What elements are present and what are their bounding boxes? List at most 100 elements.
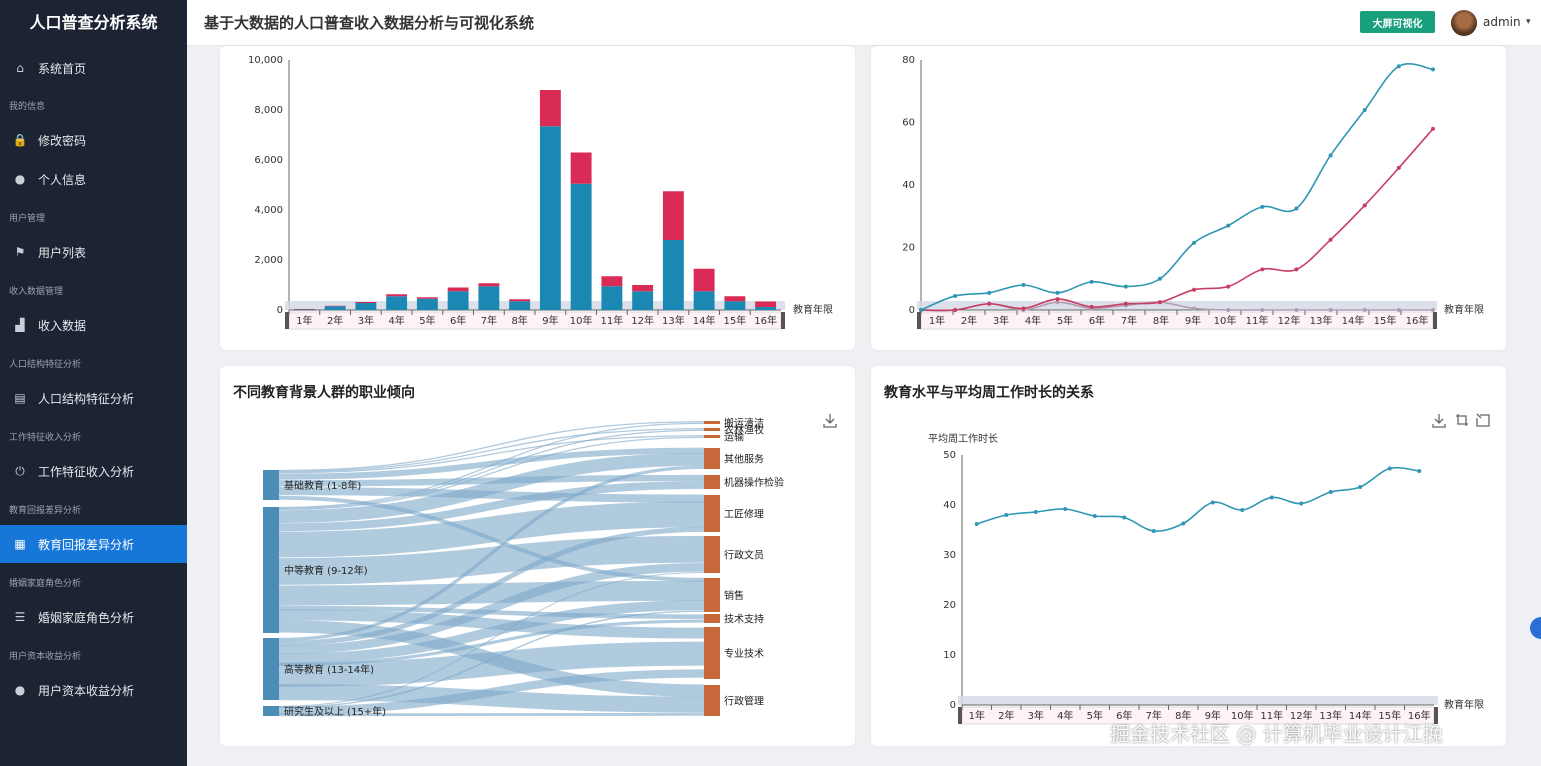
series-point: [1089, 279, 1094, 284]
sankey-source-node: [263, 507, 279, 633]
bar-segment-series-2: [293, 309, 315, 310]
sidebar-item[interactable]: ● 用户资本收益分析: [0, 671, 187, 709]
bar-segment-series-1: [447, 291, 469, 310]
series-point: [1396, 64, 1401, 69]
sidebar-item[interactable]: ☰ 婚姻家庭角色分析: [0, 598, 187, 636]
sankey-link: [278, 609, 705, 639]
bar-segment-series-2: [755, 301, 777, 307]
x-tick-label: 6年: [1116, 709, 1132, 722]
top-header: 基于大数据的人口普查收入数据分析与可视化系统 大屏可视化 admin ▾: [187, 0, 1541, 46]
scroll-handle[interactable]: [1530, 617, 1541, 639]
series-point: [1157, 276, 1162, 281]
sankey-link: [278, 572, 705, 707]
x-tick-label: 7年: [481, 314, 497, 327]
series-line: [920, 128, 1434, 312]
y-tick-label: 10: [943, 650, 956, 661]
x-tick-label: 11年: [601, 314, 624, 327]
series-point: [1192, 306, 1197, 311]
chart-icon: ▟: [15, 318, 25, 332]
x-tick-label: 15年: [724, 314, 747, 327]
x-tick-label: 5年: [1087, 709, 1103, 722]
x-tick-label: 14年: [1349, 709, 1372, 722]
sidebar-item[interactable]: ▤ 人口结构特征分析: [0, 379, 187, 417]
big-screen-button[interactable]: 大屏可视化: [1360, 11, 1435, 33]
sidebar-item-label: 婚姻家庭角色分析: [38, 610, 135, 625]
bar-segment-series-2: [570, 152, 592, 184]
x-tick-label: 4年: [1057, 709, 1073, 722]
avatar[interactable]: [1451, 10, 1477, 36]
sankey-source-node: [263, 470, 279, 500]
bar-segment-series-1: [386, 296, 408, 310]
bar-segment-series-2: [447, 287, 469, 292]
zoom-handle-left: [917, 312, 921, 329]
sidebar-item[interactable]: ▟ 收入数据: [0, 306, 187, 344]
sankey-target-label: 专业技术: [724, 647, 764, 660]
nav-group-label: 我的信息: [9, 102, 46, 112]
sidebar-item[interactable]: ▦ 教育回报差异分析: [0, 525, 187, 563]
sankey-link: [278, 481, 705, 532]
list-icon: ☰: [14, 610, 26, 624]
x-tick-label: 16年: [754, 314, 777, 327]
x-tick-label: 1年: [969, 709, 985, 722]
grid-icon: ▦: [14, 537, 26, 551]
sankey-link: [278, 487, 705, 503]
x-tick-label: 12年: [1278, 314, 1301, 327]
education-line-card: 0 20 40 60 80 1年 2年 3年 4年 5年 6年 7年 8年 9年 10年 11年 12年 13年 1…: [871, 46, 1506, 350]
zoom-handle-right: [1433, 312, 1437, 329]
sankey-target-label: 搬运清洁: [724, 417, 764, 430]
sankey-source-label: 高等教育 (13-14年): [284, 663, 374, 676]
y-axis-label: 平均周工作时长: [928, 433, 998, 445]
sidebar-item[interactable]: ⏻ 工作特征收入分析: [0, 452, 187, 490]
x-tick-label: 15年: [1374, 314, 1397, 327]
x-tick-label: 8年: [1175, 709, 1191, 722]
bar-segment-series-1: [693, 291, 715, 310]
sankey-target-node: [704, 475, 720, 489]
sankey-target-label: 行政文员: [724, 549, 764, 562]
y-tick-label: 30: [943, 550, 956, 561]
y-tick-label: 4,000: [254, 205, 283, 216]
bar-segment-series-2: [662, 191, 684, 240]
sidebar-item[interactable]: ⌂ 系统首页: [0, 49, 187, 87]
sankey-link: [278, 562, 705, 655]
series-point: [1004, 513, 1009, 517]
series-point: [1387, 466, 1392, 471]
sidebar: 人口普查分析系统 ⌂ 系统首页 我的信息 🔒 修改密码 ● 个人信息 用户管理 ⚑ 用户列表 收入数…: [0, 0, 187, 766]
x-tick-label: 2年: [961, 314, 977, 327]
x-tick-label: 11年: [1246, 314, 1269, 327]
series-point: [1328, 237, 1333, 242]
bar-segment-series-2: [724, 296, 746, 302]
sankey-link: [278, 501, 705, 558]
series-point: [974, 522, 979, 526]
series-point: [1294, 206, 1299, 211]
series-point: [1151, 529, 1156, 533]
y-tick-label: 0: [277, 305, 283, 316]
series-point: [1157, 300, 1162, 305]
x-tick-label: 16年: [1406, 314, 1429, 327]
bar-segment-series-1: [755, 307, 777, 310]
sidebar-item-label: 用户资本收益分析: [38, 683, 135, 698]
hours-line-card: 教育水平与平均周工作时长的关系 0 10 20 30 40 50 平均周工作时长 1年 2年 3年…: [871, 366, 1506, 746]
bar-segment-series-1: [478, 286, 500, 310]
series-point: [1122, 515, 1127, 520]
series-point: [1431, 126, 1435, 131]
sidebar-item-label: 修改密码: [38, 133, 87, 148]
bar-segment-series-2: [478, 283, 500, 287]
sidebar-item[interactable]: ● 个人信息: [0, 160, 187, 198]
x-tick-label: 5年: [1057, 314, 1073, 327]
series-point: [1396, 308, 1401, 312]
sankey-target-node: [704, 495, 720, 532]
bar-segment-series-1: [632, 291, 654, 310]
bar-segment-series-1: [570, 183, 592, 310]
hours-line-chart: 0 10 20 30 40 50 平均周工作时长 1年 2年 3年 4年 5年 6年 7年 8年 9年 10年 1…: [928, 413, 1490, 725]
bar-segment-series-1: [293, 309, 315, 310]
sankey-target-node: [704, 435, 720, 438]
sidebar-item[interactable]: 🔒 修改密码: [0, 121, 187, 159]
nav-group-label: 教育回报差异分析: [9, 506, 82, 516]
zoom-handle-left: [958, 707, 962, 724]
sidebar-item[interactable]: ⚑ 用户列表: [0, 233, 187, 271]
chevron-down-icon[interactable]: ▾: [1526, 17, 1531, 27]
series-point: [1021, 306, 1026, 311]
username[interactable]: admin: [1483, 15, 1521, 29]
stacked-bar-card: 0 2,000 4,000 6,000 8,000 10,000 1年 2年 3年 4年 5年 6年 7…: [220, 46, 855, 350]
sankey-target-label: 工匠修理: [724, 508, 764, 521]
